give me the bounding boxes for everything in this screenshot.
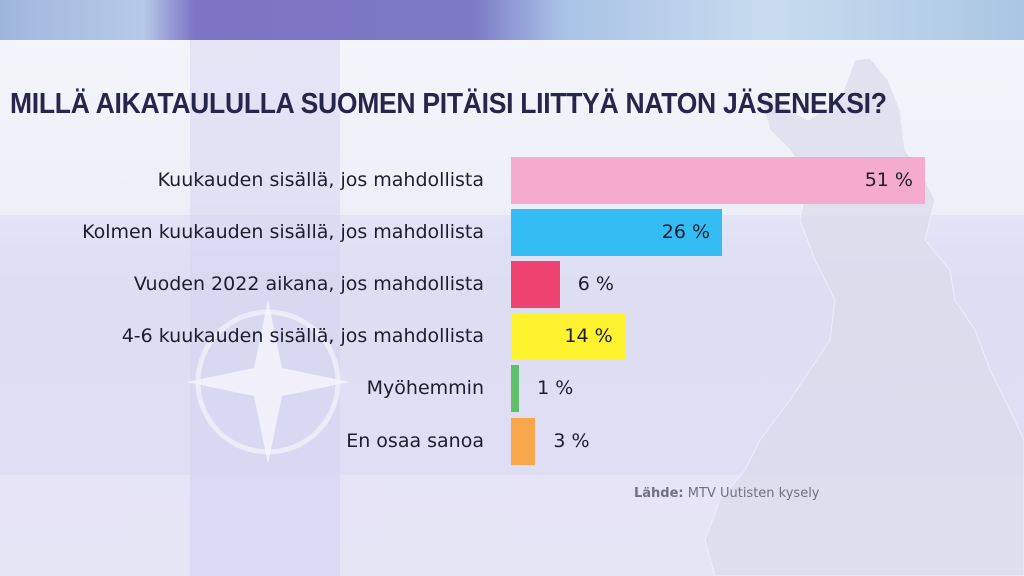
category-label: Kuukauden sisällä, jos mahdollista xyxy=(157,169,484,191)
category-label: 4-6 kuukauden sisällä, jos mahdollista xyxy=(121,325,484,347)
background-flag-cross xyxy=(190,40,340,576)
bar xyxy=(511,365,520,412)
bar xyxy=(511,313,625,360)
bar xyxy=(511,418,536,465)
bar xyxy=(511,157,925,204)
finland-map-icon xyxy=(704,57,1024,576)
chart-title: MILLÄ AIKATAULULLA SUOMEN PITÄISI LIITTY… xyxy=(10,88,887,120)
background-top-band xyxy=(0,0,1024,40)
category-label: Kolmen kuukauden sisällä, jos mahdollist… xyxy=(82,221,484,243)
source-label: Lähde: xyxy=(634,486,684,501)
value-label: 3 % xyxy=(553,430,590,452)
category-label: En osaa sanoa xyxy=(346,430,484,452)
bar xyxy=(511,261,560,308)
source-text: MTV Uutisten kysely xyxy=(687,486,820,501)
value-label: 51 % xyxy=(864,169,913,191)
source-note: Lähde: MTV Uutisten kysely xyxy=(634,486,820,501)
value-label: 14 % xyxy=(564,325,613,347)
value-label: 6 % xyxy=(577,273,614,295)
value-label: 26 % xyxy=(661,221,711,243)
nato-star-icon xyxy=(186,300,350,464)
category-label: Vuoden 2022 aikana, jos mahdollista xyxy=(133,273,484,295)
category-label: Myöhemmin xyxy=(366,377,484,399)
value-label: 1 % xyxy=(537,377,574,399)
bar xyxy=(511,209,723,256)
nato-ring-icon xyxy=(195,309,341,455)
